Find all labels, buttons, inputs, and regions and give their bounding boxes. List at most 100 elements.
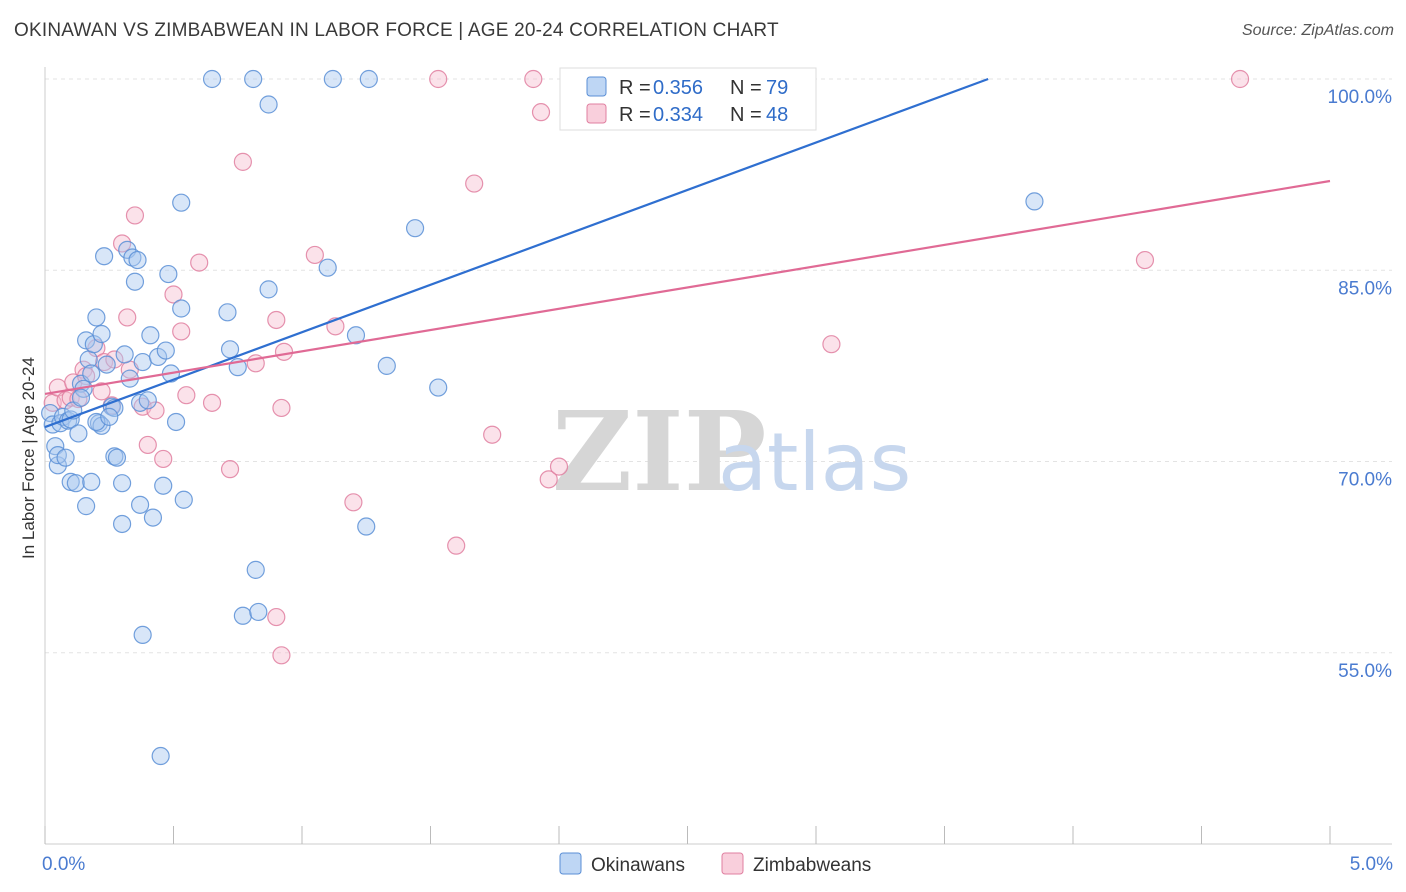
okinawan-point	[172, 193, 191, 212]
okinawan-point	[143, 508, 163, 527]
okinawan-point	[138, 391, 157, 410]
okinawan-point	[48, 456, 67, 475]
okinawans-legend-swatch	[559, 852, 582, 875]
zimbabwean-point	[164, 285, 183, 304]
okinawan-point	[97, 355, 116, 374]
okinawan-point	[128, 250, 147, 270]
x-tick-labels: 0.0% 5.0%	[42, 854, 1393, 875]
okinawan-point	[218, 303, 237, 322]
okinawan-points	[41, 69, 1044, 766]
zimbabwean-point	[272, 398, 291, 418]
zimbabwean-point	[539, 470, 558, 489]
okinawan-point	[82, 364, 101, 383]
okinawan-point	[346, 326, 366, 345]
zimbabwean-r-label: R =	[619, 104, 651, 126]
zimbabwean-point	[272, 646, 291, 665]
okinawan-point	[123, 248, 142, 267]
x-tick-label-max: 5.0%	[1350, 854, 1393, 875]
zimbabwean-point	[202, 393, 222, 412]
okinawan-point	[359, 69, 378, 89]
zimbabwean-n-value: 48	[766, 104, 788, 126]
zimbabwean-n-label: N =	[730, 104, 762, 126]
okinawan-point	[246, 560, 265, 579]
y-tick-label: 85.0%	[1338, 278, 1392, 299]
okinawan-point	[100, 407, 119, 426]
zimbabwean-point	[531, 103, 551, 122]
zimbabwean-point	[822, 335, 841, 354]
y-tick-label: 70.0%	[1338, 470, 1392, 491]
okinawan-point	[133, 352, 152, 372]
okinawan-point	[125, 272, 145, 291]
watermark-zip: ZIP	[552, 387, 766, 516]
zimbabwean-point	[177, 386, 196, 405]
okinawan-point	[259, 95, 278, 114]
zimbabwean-point	[447, 536, 466, 555]
okinawan-point	[233, 606, 252, 625]
zimbabweans-legend-label: Zimbabweans	[753, 855, 871, 876]
okinawan-point	[82, 472, 101, 491]
okinawan-point	[318, 258, 337, 277]
okinawan-point	[107, 448, 127, 467]
okinawan-r-label: R =	[619, 77, 651, 99]
okinawan-point	[405, 219, 425, 238]
zimbabwean-point	[429, 69, 448, 89]
okinawan-n-value: 79	[766, 77, 788, 99]
zimbabwean-point	[267, 607, 286, 627]
chart-title: OKINAWAN VS ZIMBABWEAN IN LABOR FORCE | …	[14, 20, 779, 41]
okinawan-point	[172, 299, 191, 318]
zimbabwean-point	[138, 435, 157, 455]
zimbabwean-point	[172, 322, 191, 341]
okinawan-point	[115, 345, 134, 364]
zimbabwean-point	[274, 342, 294, 361]
zimbabwean-point	[483, 425, 502, 444]
zimbabweans-legend-swatch	[721, 852, 744, 875]
okinawan-point	[84, 335, 103, 354]
zimbabwean-point	[465, 174, 484, 193]
okinawan-r-value: 0.356	[653, 77, 703, 99]
okinawan-point	[220, 340, 240, 359]
zimbabwean-point	[549, 457, 569, 476]
okinawans-legend-label: Okinawans	[591, 855, 685, 876]
zimbabwean-point	[118, 308, 137, 327]
okinawan-point	[95, 247, 114, 266]
okinawan-point	[323, 69, 342, 89]
okinawan-trend-line	[44, 77, 989, 429]
zimbabwean-point	[524, 69, 543, 89]
okinawan-point	[112, 474, 132, 493]
zimbabwean-point	[220, 460, 240, 479]
okinawan-point	[202, 69, 222, 89]
stats-legend: R = 0.356 N = 79 R = 0.334 N = 48	[559, 67, 817, 131]
okinawan-point	[159, 264, 178, 284]
okinawan-point	[154, 476, 173, 495]
okinawan-point	[151, 746, 170, 766]
x-tick-label-min: 0.0%	[42, 854, 85, 875]
zimbabwean-point	[190, 253, 209, 272]
zimbabwean-trend-line	[44, 179, 1331, 396]
watermark: ZIP atlas	[552, 387, 911, 516]
trend-lines	[44, 77, 1331, 429]
zimbabwean-legend-swatch	[586, 103, 607, 124]
okinawan-point	[77, 497, 96, 516]
okinawan-point	[244, 69, 263, 89]
okinawan-point	[112, 514, 132, 534]
okinawan-legend-swatch	[586, 76, 607, 97]
okinawan-point	[249, 602, 268, 622]
y-tick-label: 55.0%	[1338, 661, 1392, 682]
axes	[44, 67, 1392, 845]
zimbabwean-points	[43, 69, 1250, 665]
okinawan-point	[357, 517, 376, 536]
zimbabwean-point	[344, 493, 363, 512]
okinawan-point	[69, 424, 88, 443]
okinawan-point	[133, 625, 152, 645]
zimbabwean-point	[146, 401, 165, 420]
okinawan-point	[130, 495, 150, 514]
okinawan-n-label: N =	[730, 77, 762, 99]
okinawan-point	[429, 378, 448, 397]
okinawan-point	[166, 412, 186, 432]
zimbabwean-point	[267, 310, 286, 330]
y-axis-label: In Labor Force | Age 20-24	[19, 357, 38, 559]
source-label: Source: ZipAtlas.com	[1241, 22, 1394, 39]
zimbabwean-point	[154, 449, 173, 469]
okinawan-point	[377, 356, 396, 375]
okinawan-point	[141, 326, 160, 345]
